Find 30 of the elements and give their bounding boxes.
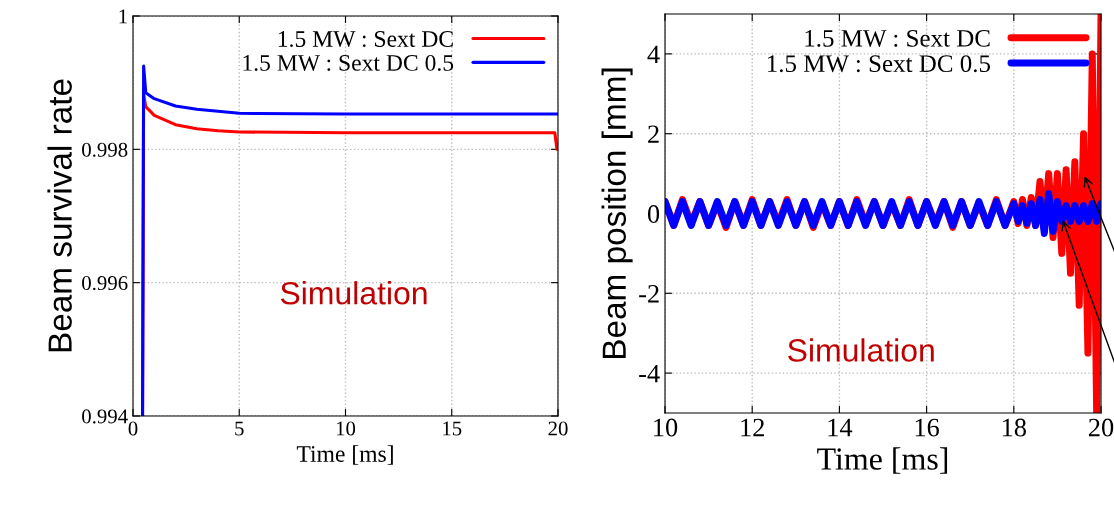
annotation: Simulation	[280, 281, 427, 305]
x-tick-label: 16	[915, 418, 940, 437]
x-tick-label: 5	[235, 421, 244, 436]
x-axis-title: Time [ms]	[817, 447, 948, 474]
y-tick-label: 0.994	[82, 409, 128, 424]
y-tick-label: -2	[639, 284, 659, 303]
y-tick-label: 2	[648, 125, 659, 143]
annotation: Simulation	[788, 338, 934, 362]
y-tick-label: 0.998	[82, 142, 128, 157]
x-tick-label: 20	[1088, 418, 1114, 437]
y-tick-label: 0.996	[82, 276, 128, 291]
x-tick-label: 20	[548, 421, 568, 436]
x-tick-label: 18	[1002, 418, 1026, 437]
y-axis-title: Beam survival rate	[47, 79, 72, 352]
legend-label: 1.5 MW : Sext DC	[278, 31, 453, 48]
x-tick-label: 12	[741, 418, 764, 437]
x-axis-title: Time [ms]	[296, 445, 393, 465]
y-axis-title: Beam position [mm]	[601, 68, 633, 359]
x-tick-label: 10	[336, 421, 356, 436]
legend-label: 1.5 MW : Sext DC 0.5	[767, 55, 991, 73]
y-tick-label: 0	[647, 205, 660, 223]
legend-label: 1.5 MW : Sext DC 0.5	[243, 54, 454, 71]
x-tick-label: 10	[654, 418, 678, 437]
y-tick-label: 4	[647, 45, 660, 64]
x-tick-label: 14	[828, 418, 853, 437]
x-tick-label: 0	[128, 421, 138, 436]
x-tick-label: 15	[443, 421, 462, 436]
legend-label: 1.5 MW : Sext DC	[805, 29, 990, 47]
y-tick-label: 1	[119, 9, 127, 24]
y-tick-label: -4	[639, 364, 660, 383]
